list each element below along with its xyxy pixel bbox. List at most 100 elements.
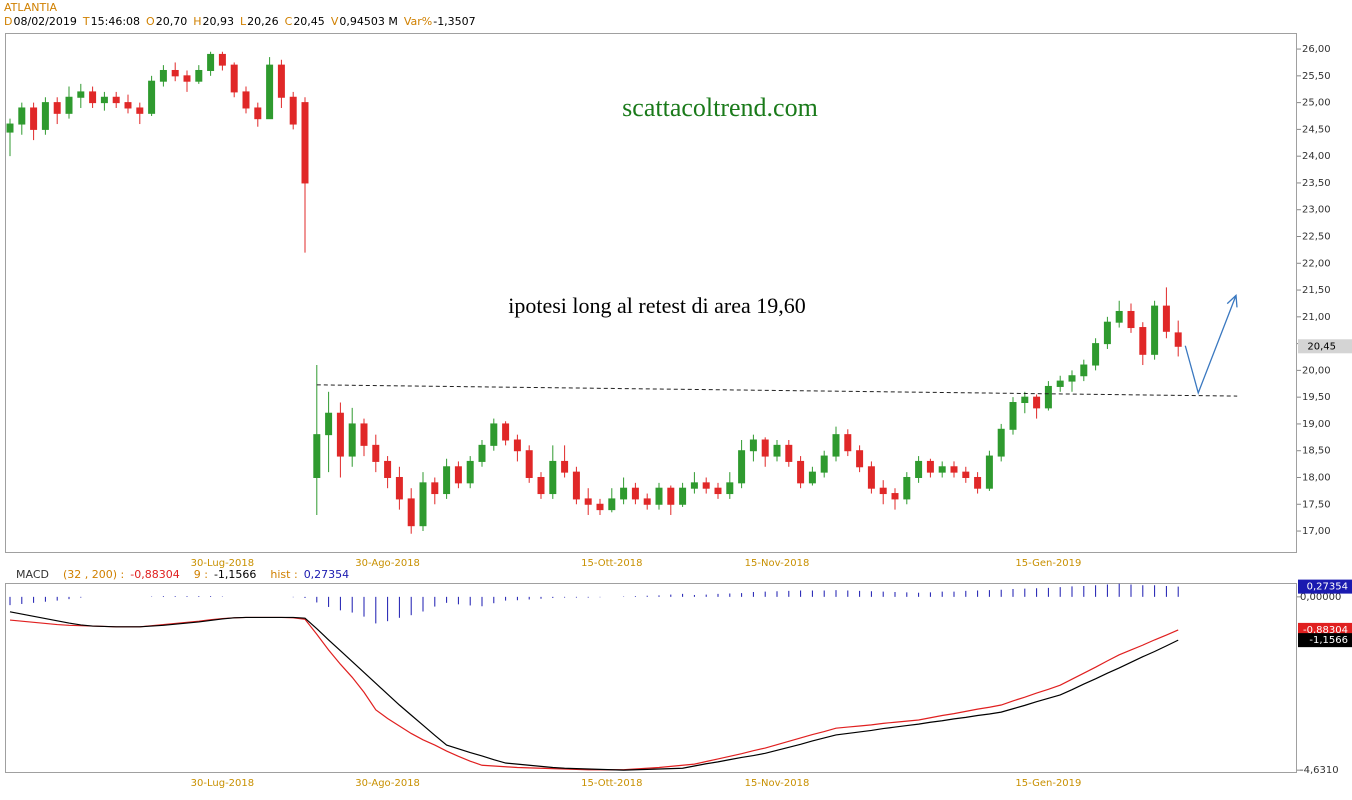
y-tick-label: 19,50 <box>1302 392 1331 403</box>
candle-body <box>679 487 687 505</box>
field-value: 20,45 <box>293 15 325 28</box>
last-value-box <box>1298 633 1352 648</box>
candle-body <box>1139 327 1147 355</box>
candle-body <box>41 102 49 130</box>
candle-body <box>702 482 710 489</box>
price-pane <box>5 33 1297 553</box>
x-tick-label: 30-Lug-2018 <box>191 558 254 569</box>
candle-body <box>584 498 592 505</box>
candle-body <box>159 69 167 82</box>
macd-header: MACD (32 , 200) : -0,88304 9 : -1,1566 hist :… <box>16 568 349 581</box>
candle-body <box>195 69 203 82</box>
candle-body <box>325 412 333 436</box>
x-tick-label: 30-Ago-2018 <box>355 558 420 569</box>
candle-body <box>395 476 403 500</box>
candle-body <box>336 412 344 457</box>
candle-body <box>714 487 722 495</box>
candle-body <box>513 439 521 452</box>
candle-body <box>124 102 132 109</box>
legend-value: -1,1566 <box>214 568 256 581</box>
candle-body <box>89 91 97 104</box>
y-tick-label: -4,6310 <box>1300 765 1339 776</box>
candle-body <box>631 487 639 500</box>
candle-body <box>148 80 156 114</box>
candle-body <box>572 471 580 500</box>
candle-body <box>903 476 911 500</box>
field-key: T <box>82 15 90 28</box>
candle-body <box>301 102 309 184</box>
candle-body <box>1080 364 1088 377</box>
instrument-title: ATLANTIA <box>4 1 57 14</box>
legend-name: (32 , 200) : <box>63 568 124 581</box>
candle-body <box>443 466 451 495</box>
candle-body <box>997 428 1005 457</box>
quote-header: D08/02/2019 T15:46:08 O20,70 H20,93 L20,26 C2… <box>4 15 476 28</box>
candle-body <box>1021 396 1029 404</box>
field-value: 20,93 <box>202 15 234 28</box>
last-value-label: 0,27354 <box>1307 582 1348 593</box>
y-tick-label: 20,00 <box>1302 365 1331 376</box>
candle-body <box>18 107 26 125</box>
candle-body <box>419 482 427 527</box>
x-tick-label: 15-Nov-2018 <box>745 778 810 789</box>
field-key: H <box>193 15 201 28</box>
candle-body <box>30 107 38 130</box>
y-tick-label: 24,00 <box>1302 151 1331 162</box>
candle-body <box>962 471 970 478</box>
candle-body <box>171 69 179 77</box>
candle-body <box>891 493 899 500</box>
x-tick-label: 15-Ott-2018 <box>581 778 642 789</box>
forecast-arrow <box>1184 295 1237 395</box>
candle-body <box>832 434 840 457</box>
candle-body <box>348 423 356 457</box>
last-value-box <box>1298 579 1352 594</box>
candle-body <box>431 482 439 495</box>
candle-body <box>372 444 380 462</box>
candle-body <box>490 423 498 446</box>
candle-body <box>915 460 923 478</box>
candle-body <box>761 439 769 457</box>
y-tick-label: 24,50 <box>1302 124 1331 135</box>
candle-body <box>726 482 734 495</box>
x-tick-label: 15-Gen-2019 <box>1015 778 1081 789</box>
candle-body <box>596 503 604 511</box>
candle-body <box>643 498 651 505</box>
candle-body <box>6 123 14 133</box>
candle-body <box>242 91 250 109</box>
price-marker-label: 20,45 <box>1307 341 1336 352</box>
candle-body <box>266 64 274 120</box>
macd-title: MACD <box>16 568 49 581</box>
candle-body <box>1092 343 1100 366</box>
field-key: L <box>240 15 247 28</box>
y-tick-label: 21,50 <box>1302 285 1331 296</box>
x-tick-label: 15-Gen-2019 <box>1015 558 1081 569</box>
x-tick-label: 30-Ago-2018 <box>355 778 420 789</box>
candle-body <box>100 96 108 104</box>
candle-body <box>620 487 628 500</box>
candle-body <box>1103 321 1111 345</box>
candle-body <box>985 455 993 489</box>
candle-body <box>797 460 805 484</box>
y-tick-label: 23,00 <box>1302 205 1331 216</box>
last-value-label: -0,88304 <box>1303 625 1348 636</box>
y-tick-label: 22,00 <box>1302 258 1331 269</box>
field-value: -1,3507 <box>433 15 475 28</box>
x-tick-label: 15-Nov-2018 <box>745 558 810 569</box>
last-value-label: -1,1566 <box>1309 635 1348 646</box>
candle-body <box>502 423 510 441</box>
candle-body <box>844 434 852 452</box>
field-key: D <box>4 15 12 28</box>
field-value: 0,94503 M <box>339 15 397 28</box>
field-value: 20,70 <box>156 15 188 28</box>
candle-body <box>549 460 557 495</box>
candle-body <box>738 450 746 484</box>
y-tick-label: 26,00 <box>1302 44 1331 55</box>
y-tick-label: 19,00 <box>1302 419 1331 430</box>
candle-body <box>867 466 875 489</box>
candle-body <box>183 75 191 82</box>
y-tick-label: 18,00 <box>1302 472 1331 483</box>
arrow-head <box>1226 294 1238 308</box>
candle-body <box>785 444 793 462</box>
